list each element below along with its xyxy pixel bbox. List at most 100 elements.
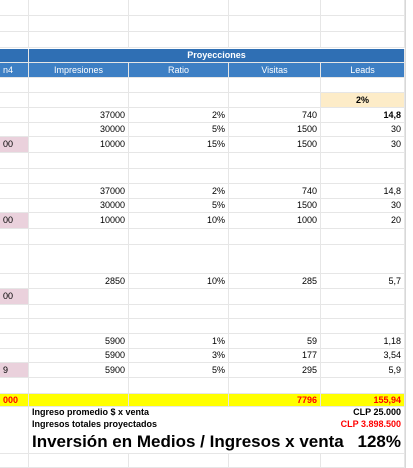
- leads-cell[interactable]: 14,8: [321, 184, 405, 199]
- impresiones-cell[interactable]: [29, 289, 129, 305]
- impresiones-cell[interactable]: 10000: [29, 213, 129, 229]
- visitas-cell[interactable]: 59: [229, 334, 321, 349]
- impresiones-cell[interactable]: 10000: [29, 137, 129, 153]
- ratio-cell[interactable]: 15%: [129, 137, 229, 153]
- cell[interactable]: [0, 153, 29, 169]
- cell[interactable]: [29, 378, 129, 394]
- impresiones-cell[interactable]: 30000: [29, 199, 129, 213]
- cell[interactable]: [0, 0, 29, 16]
- cell[interactable]: [321, 454, 405, 468]
- leads-cell[interactable]: 30: [321, 199, 405, 213]
- cell[interactable]: [0, 93, 29, 108]
- cell[interactable]: [29, 454, 129, 468]
- cell[interactable]: [0, 274, 29, 289]
- ratio-cell[interactable]: 5%: [129, 123, 229, 137]
- visitas-cell[interactable]: [229, 289, 321, 305]
- cell[interactable]: [229, 78, 321, 93]
- total-revenue-value[interactable]: CLP 3.898.500: [289, 418, 405, 430]
- visitas-cell[interactable]: 1000: [229, 213, 321, 229]
- cell[interactable]: [129, 16, 229, 32]
- impresiones-cell[interactable]: 2850: [29, 274, 129, 289]
- cell[interactable]: [321, 153, 405, 169]
- column-header-impresiones[interactable]: Impresiones: [29, 63, 129, 78]
- cell[interactable]: [229, 378, 321, 394]
- cell[interactable]: [0, 407, 29, 418]
- cell[interactable]: [321, 245, 405, 274]
- cell[interactable]: [129, 93, 229, 108]
- visitas-cell[interactable]: 295: [229, 363, 321, 378]
- cell[interactable]: [0, 16, 29, 32]
- cell[interactable]: [0, 229, 29, 245]
- cell[interactable]: [0, 78, 29, 93]
- media-ratio-value[interactable]: 128%: [349, 430, 405, 454]
- cell[interactable]: [29, 169, 129, 184]
- cell[interactable]: [229, 0, 321, 16]
- visitas-cell[interactable]: 1500: [229, 199, 321, 213]
- leads-cell[interactable]: 30: [321, 123, 405, 137]
- cell[interactable]: [129, 169, 229, 184]
- ratio-cell[interactable]: 10%: [129, 274, 229, 289]
- cell[interactable]: [321, 319, 405, 334]
- cell[interactable]: [0, 199, 29, 213]
- cell[interactable]: [229, 16, 321, 32]
- cell[interactable]: [129, 78, 229, 93]
- cell[interactable]: [229, 245, 321, 274]
- impresiones-cell[interactable]: 30000: [29, 123, 129, 137]
- column-header-visitas[interactable]: Visitas: [229, 63, 321, 78]
- leads-cell[interactable]: [321, 289, 405, 305]
- ratio-cell[interactable]: 2%: [129, 108, 229, 123]
- cell[interactable]: [229, 93, 321, 108]
- cell[interactable]: [129, 394, 229, 407]
- impresiones-cell[interactable]: 5900: [29, 334, 129, 349]
- cell[interactable]: [229, 229, 321, 245]
- cell[interactable]: 9: [0, 363, 29, 378]
- cell[interactable]: [129, 153, 229, 169]
- cell[interactable]: [0, 418, 29, 430]
- cell[interactable]: [0, 349, 29, 363]
- cell[interactable]: [0, 319, 29, 334]
- cell[interactable]: [129, 245, 229, 274]
- visitas-cell[interactable]: 1500: [229, 123, 321, 137]
- cell[interactable]: [29, 229, 129, 245]
- cell[interactable]: [229, 169, 321, 184]
- cell[interactable]: [129, 319, 229, 334]
- cell[interactable]: [229, 454, 321, 468]
- cell[interactable]: [321, 16, 405, 32]
- cell[interactable]: [129, 454, 229, 468]
- total-visitas-cell[interactable]: 7796: [229, 394, 321, 407]
- ratio-cell[interactable]: 5%: [129, 363, 229, 378]
- cell[interactable]: [0, 184, 29, 199]
- cell[interactable]: [29, 305, 129, 319]
- cell[interactable]: [0, 334, 29, 349]
- ratio-cell[interactable]: 10%: [129, 213, 229, 229]
- ratio-cell[interactable]: 2%: [129, 184, 229, 199]
- visitas-cell[interactable]: 740: [229, 184, 321, 199]
- visitas-cell[interactable]: 740: [229, 108, 321, 123]
- cell[interactable]: [0, 169, 29, 184]
- column-header-leads[interactable]: Leads: [321, 63, 405, 78]
- leads-cell[interactable]: 20: [321, 213, 405, 229]
- total-cost-cell[interactable]: 000: [0, 394, 29, 407]
- cell[interactable]: [0, 430, 29, 454]
- ratio-cell[interactable]: 3%: [129, 349, 229, 363]
- leads-cell[interactable]: 5,7: [321, 274, 405, 289]
- cell[interactable]: 00: [0, 289, 29, 305]
- cell[interactable]: [321, 32, 405, 48]
- cell[interactable]: [129, 32, 229, 48]
- ratio-cell[interactable]: [129, 289, 229, 305]
- column-header-n4[interactable]: n4: [0, 63, 29, 78]
- impresiones-cell[interactable]: 5900: [29, 349, 129, 363]
- cell[interactable]: [321, 169, 405, 184]
- cell[interactable]: 00: [0, 213, 29, 229]
- cell[interactable]: [29, 319, 129, 334]
- cell[interactable]: [0, 378, 29, 394]
- cell[interactable]: [129, 229, 229, 245]
- cell[interactable]: [321, 229, 405, 245]
- cell[interactable]: [229, 153, 321, 169]
- cell[interactable]: [0, 32, 29, 48]
- impresiones-cell[interactable]: 5900: [29, 363, 129, 378]
- cell[interactable]: [229, 305, 321, 319]
- cell[interactable]: [0, 454, 29, 468]
- cell[interactable]: [29, 0, 129, 16]
- total-leads-cell[interactable]: 155,94: [321, 394, 405, 407]
